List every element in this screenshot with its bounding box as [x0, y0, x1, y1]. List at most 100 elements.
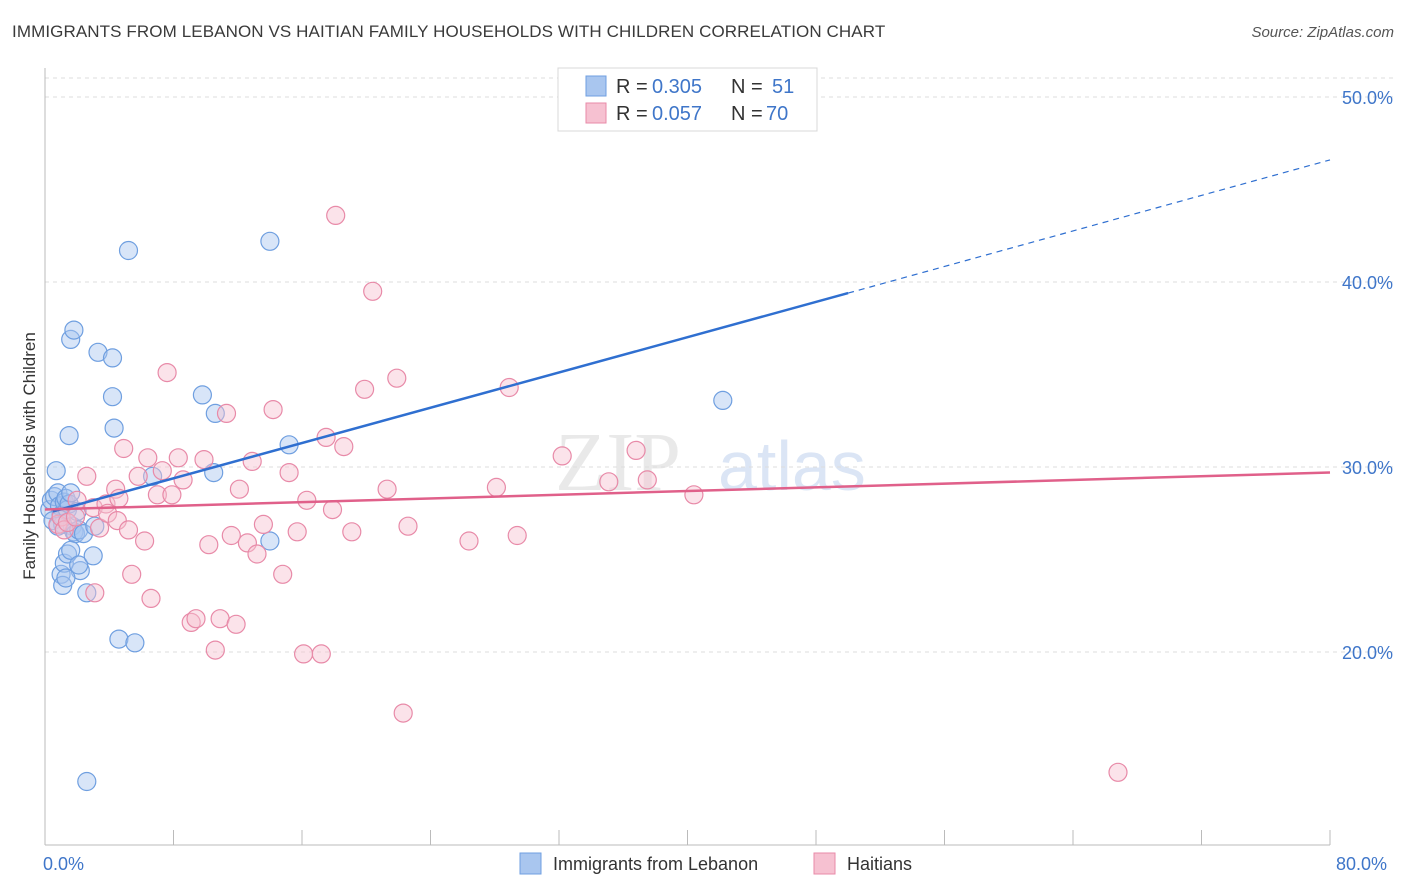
- lebanon-point-40: [118, 240, 139, 261]
- legend-n-value-haitians: 70: [766, 103, 788, 125]
- haitians-point-40: [263, 400, 283, 420]
- lebanon-point-30: [59, 426, 79, 446]
- haitians-point-33: [216, 403, 237, 423]
- lebanon-point-34: [102, 348, 123, 368]
- legend-bottom-label-haitians: Haitians: [847, 854, 912, 874]
- legend-n-label-lebanon: N =: [731, 76, 768, 98]
- haitians-point-68: [226, 614, 246, 634]
- haitians-point-55: [387, 368, 407, 388]
- haitians-point-59: [486, 477, 506, 497]
- legend-bottom-label-lebanon: Immigrants from Lebanon: [553, 854, 758, 874]
- legend-top: R = 0.305 N = 51 R = 0.057 N = 70: [557, 67, 818, 132]
- haitians-point-51: [326, 205, 346, 225]
- haitians-point-23: [157, 363, 177, 383]
- legend-r-label-haitians: R =: [616, 103, 653, 125]
- y-tick-label-40: 40.0%: [1342, 273, 1393, 293]
- haitians-point-42: [279, 463, 299, 483]
- haitians-point-53: [363, 281, 383, 301]
- lebanon-point-33: [88, 342, 108, 362]
- haitians-point-44: [294, 644, 314, 664]
- haitians-point-36: [237, 533, 257, 553]
- haitians-point-64: [626, 440, 646, 460]
- haitians-point-32: [210, 609, 230, 629]
- haitians-point-45: [297, 490, 317, 510]
- trend-lines: [44, 159, 1331, 513]
- haitians-point-14: [114, 438, 134, 459]
- haitians-point-56: [393, 703, 413, 723]
- y-tick-label-20: 20.0%: [1342, 643, 1393, 663]
- haitians-point-41: [273, 564, 293, 584]
- haitians-point-21: [147, 485, 167, 505]
- haitians-point-48: [322, 500, 343, 520]
- haitians-point-22: [152, 461, 172, 481]
- lebanon-point-41: [77, 771, 97, 792]
- haitians-point-29: [194, 450, 214, 470]
- y-tick-label-50: 50.0%: [1342, 88, 1393, 108]
- haitians-point-16: [122, 564, 142, 584]
- haitians-point-18: [135, 531, 155, 551]
- haitians-point-30: [199, 535, 219, 555]
- watermark: ZIP atlas: [555, 416, 866, 509]
- haitians-point-31: [205, 640, 225, 660]
- lebanon-point-23: [56, 568, 76, 588]
- x-tick-label-max: 80.0%: [1336, 854, 1387, 874]
- series-haitians-points: [48, 205, 1128, 782]
- lebanon-point-4: [46, 461, 66, 481]
- haitians-point-61: [507, 525, 527, 546]
- haitians-point-46: [311, 644, 331, 664]
- lebanon-point-13: [61, 483, 81, 503]
- gridlines: [45, 77, 1395, 653]
- haitians-point-25: [168, 448, 188, 468]
- legend-r-value-haitians: 0.057: [652, 103, 702, 125]
- haitians-point-43: [287, 522, 307, 542]
- chart-title: IMMIGRANTS FROM LEBANON VS HAITIAN FAMIL…: [12, 22, 886, 41]
- lebanon-point-35: [102, 387, 123, 407]
- haitians-point-54: [377, 479, 397, 499]
- trend-line-haitians: [44, 471, 1331, 511]
- haitians-point-57: [398, 516, 418, 536]
- watermark-atlas: atlas: [718, 427, 866, 505]
- legend-swatch-haitians: [585, 102, 607, 124]
- legend-r-value-lebanon: 0.305: [652, 76, 702, 98]
- legend-n-label-haitians: N =: [731, 103, 768, 125]
- haitians-point-7: [85, 583, 105, 603]
- legend-bottom: Immigrants from Lebanon Haitians: [519, 852, 912, 875]
- haitians-point-8: [89, 518, 110, 538]
- haitians-point-58: [459, 531, 479, 551]
- haitians-point-62: [552, 446, 572, 466]
- haitians-point-19: [138, 448, 158, 468]
- lebanon-point-49: [713, 390, 733, 410]
- source-label: Source: ZipAtlas.com: [1251, 24, 1394, 41]
- haitians-point-28: [186, 609, 206, 629]
- haitians-point-67: [1108, 762, 1128, 782]
- lebanon-point-25: [61, 540, 81, 560]
- haitians-point-49: [334, 437, 354, 457]
- y-tick-label-30: 30.0%: [1342, 458, 1393, 478]
- lebanon-point-29: [83, 546, 103, 566]
- x-axis-ticks: [44, 830, 1331, 845]
- haitians-point-50: [342, 522, 362, 542]
- legend-bottom-swatch-haitians: [813, 852, 836, 875]
- trend-line-lebanon-extension: [847, 159, 1331, 294]
- lebanon-point-38: [109, 629, 129, 649]
- lebanon-point-46: [260, 231, 280, 251]
- x-tick-label-min: 0.0%: [43, 854, 84, 874]
- legend-swatch-lebanon: [585, 75, 607, 97]
- haitians-point-52: [355, 379, 375, 399]
- haitians-point-20: [141, 588, 161, 609]
- haitians-point-35: [229, 479, 249, 499]
- lebanon-point-45: [205, 403, 225, 423]
- legend-r-label-lebanon: R =: [616, 76, 653, 98]
- lebanon-point-48: [260, 531, 280, 551]
- lebanon-point-36: [104, 418, 124, 438]
- haitians-point-24: [162, 485, 182, 505]
- y-axis-label: Family Households with Children: [20, 332, 39, 580]
- lebanon-point-28: [77, 583, 97, 603]
- haitians-point-38: [247, 544, 267, 564]
- lebanon-point-43: [192, 385, 212, 405]
- haitians-point-66: [684, 485, 704, 505]
- haitians-point-17: [128, 466, 148, 486]
- legend-bottom-swatch-lebanon: [519, 852, 542, 875]
- haitians-point-5: [77, 466, 97, 486]
